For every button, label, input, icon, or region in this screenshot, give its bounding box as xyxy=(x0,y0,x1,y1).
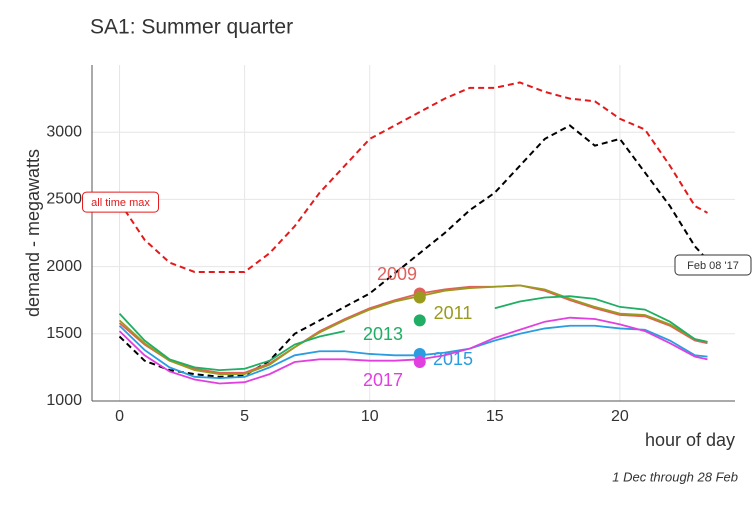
series-label: 2009 xyxy=(377,264,417,284)
series-line xyxy=(118,81,708,273)
series-label: 2015 xyxy=(433,349,473,369)
label-dot xyxy=(413,356,426,369)
label-dot xyxy=(413,291,426,304)
y-tick-label: 2000 xyxy=(46,258,82,275)
series-line xyxy=(494,295,708,343)
x-tick-label: 10 xyxy=(361,408,379,425)
x-tick-label: 20 xyxy=(611,408,629,425)
series-label: 2013 xyxy=(363,324,403,344)
series-label: 2017 xyxy=(363,370,403,390)
y-tick-label: 1500 xyxy=(46,325,82,342)
x-tick-label: 0 xyxy=(115,408,124,425)
y-axis-label: demand - megawatts xyxy=(23,149,43,317)
annotation-box xyxy=(82,191,160,213)
x-tick-label: 5 xyxy=(240,408,249,425)
caption: 1 Dec through 28 Feb xyxy=(612,469,738,484)
y-tick-label: 1000 xyxy=(46,392,82,409)
annotation-box xyxy=(674,254,752,276)
x-axis-label: hour of day xyxy=(645,430,735,450)
series-line xyxy=(118,124,709,378)
annotation-label: all time max xyxy=(91,197,150,209)
y-tick-label: 3000 xyxy=(46,123,82,140)
y-tick-label: 2500 xyxy=(46,191,82,208)
chart-title: SA1: Summer quarter xyxy=(90,16,293,39)
annotation-label: Feb 08 '17 xyxy=(687,260,739,272)
series-line xyxy=(118,313,345,371)
series-line xyxy=(118,284,708,376)
label-dot xyxy=(413,314,426,327)
x-tick-label: 15 xyxy=(486,408,504,425)
series-label: 2011 xyxy=(434,303,473,323)
